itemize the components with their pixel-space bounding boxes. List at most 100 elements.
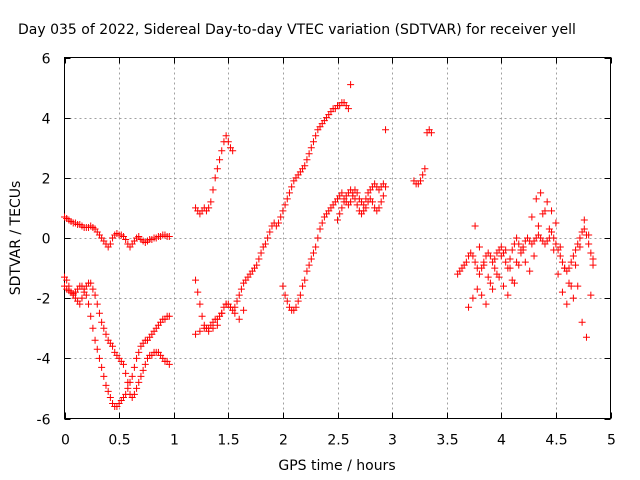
data-point <box>196 327 204 335</box>
data-point <box>524 234 532 242</box>
data-point <box>91 336 99 344</box>
data-point <box>222 132 230 140</box>
data-point <box>469 252 477 260</box>
data-point <box>312 243 320 251</box>
data-point <box>130 363 138 371</box>
data-point <box>106 240 114 248</box>
data-point <box>486 252 494 260</box>
data-point <box>543 198 551 206</box>
data-point <box>504 291 512 299</box>
data-point <box>419 171 427 179</box>
data-point <box>209 186 217 194</box>
data-point <box>237 285 245 293</box>
data-points <box>61 81 597 410</box>
data-point <box>216 156 224 164</box>
data-point <box>93 345 101 353</box>
data-point <box>541 207 549 215</box>
x-axis-label: GPS time / hours <box>278 458 395 474</box>
data-point <box>379 192 387 200</box>
x-tick-label: 3 <box>388 433 397 449</box>
series-track-b <box>61 273 173 401</box>
data-point <box>222 300 230 308</box>
data-point <box>281 291 289 299</box>
data-point <box>135 348 143 356</box>
data-point <box>482 300 490 308</box>
data-point <box>471 222 479 230</box>
data-point <box>122 390 130 398</box>
data-point <box>266 228 274 236</box>
data-point <box>377 198 385 206</box>
data-point <box>165 360 173 368</box>
data-point <box>285 189 293 197</box>
data-point <box>307 255 315 263</box>
data-point <box>338 204 346 212</box>
data-point <box>353 201 361 209</box>
data-point <box>506 264 514 272</box>
series-track-a <box>61 213 173 251</box>
data-point <box>473 285 481 293</box>
data-point <box>558 288 566 296</box>
data-point <box>515 261 523 269</box>
series-track-d <box>192 132 237 218</box>
data-point <box>556 252 564 260</box>
data-point <box>462 258 470 266</box>
data-point <box>506 255 514 263</box>
data-point <box>563 300 571 308</box>
data-point <box>139 366 147 374</box>
data-point <box>224 138 232 146</box>
data-point <box>126 378 134 386</box>
data-point <box>497 243 505 251</box>
data-point <box>192 276 200 284</box>
data-point <box>587 249 595 257</box>
data-point <box>104 387 112 395</box>
x-tick-label: 1 <box>170 433 179 449</box>
x-tick-label: 0.5 <box>108 433 130 449</box>
data-point <box>213 165 221 173</box>
data-point <box>277 213 285 221</box>
x-tick-label: 4.5 <box>545 433 567 449</box>
data-point <box>102 330 110 338</box>
data-point <box>561 264 569 272</box>
data-point <box>548 207 556 215</box>
x-tick-label: 5 <box>607 433 616 449</box>
data-point <box>78 294 86 302</box>
data-point <box>200 324 208 332</box>
data-point <box>89 285 97 293</box>
data-point <box>303 156 311 164</box>
data-point <box>76 300 84 308</box>
data-point <box>235 291 243 299</box>
data-point <box>235 315 243 323</box>
data-point <box>344 105 352 113</box>
data-point <box>98 318 106 326</box>
data-point <box>534 222 542 230</box>
data-point <box>89 324 97 332</box>
data-point <box>347 81 355 89</box>
chart-title: Day 035 of 2022, Sidereal Day-to-day VTE… <box>18 22 576 38</box>
data-point <box>209 324 217 332</box>
data-point <box>275 219 283 227</box>
data-point <box>305 261 313 269</box>
data-point <box>316 225 324 233</box>
data-point <box>301 276 309 284</box>
data-point <box>521 258 529 266</box>
data-point <box>572 261 580 269</box>
data-point <box>421 165 429 173</box>
data-point <box>550 234 558 242</box>
data-point <box>567 282 575 290</box>
data-point <box>283 297 291 305</box>
data-point <box>580 216 588 224</box>
series-track-l <box>471 189 597 308</box>
data-point <box>484 273 492 281</box>
data-point <box>283 195 291 203</box>
data-point <box>305 150 313 158</box>
data-point <box>100 324 108 332</box>
y-axis-label: SDTVAR / TECUs <box>8 181 24 296</box>
data-point <box>491 264 499 272</box>
data-point <box>87 312 95 320</box>
x-tick-label: 4 <box>497 433 506 449</box>
data-point <box>194 288 202 296</box>
data-point <box>119 360 127 368</box>
data-point <box>362 204 370 212</box>
data-point <box>122 236 130 244</box>
